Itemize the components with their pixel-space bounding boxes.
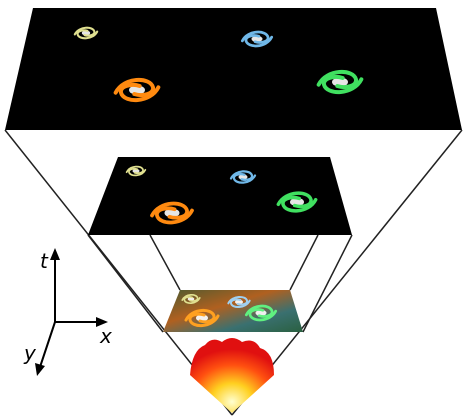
- big-bang: [190, 338, 274, 413]
- axes: [35, 248, 108, 376]
- plane-past: [88, 157, 352, 235]
- axis-label-t: t: [40, 249, 49, 273]
- plane-early: [163, 290, 303, 332]
- axis-label-y: y: [23, 341, 37, 365]
- plane-now: [5, 8, 462, 130]
- axis-label-x: x: [99, 324, 112, 348]
